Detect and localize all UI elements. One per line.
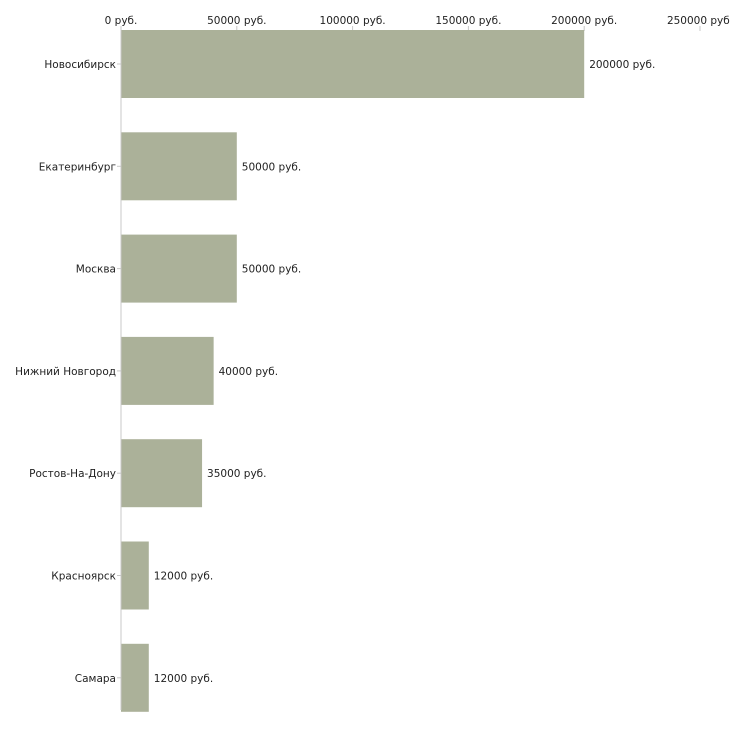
category-label: Ростов-На-Дону [29,468,116,480]
category-label: Новосибирск [44,59,116,71]
x-tick-label: 200000 руб. [551,15,617,27]
category-label: Екатеринбург [39,161,116,173]
bar [121,643,149,712]
x-tick-label: 250000 руб. [667,15,730,27]
bar [121,234,237,303]
category-label: Красноярск [51,571,116,583]
category-label: Москва [76,264,116,276]
labels: Новосибирск 200000 руб. Екатеринбург 50000 … [15,59,655,685]
value-label: 40000 руб. [219,366,278,378]
value-label: 50000 руб. [242,264,301,276]
bar [121,439,203,508]
bar [121,336,214,405]
bars [121,30,585,712]
bar [121,541,149,610]
x-tick-label: 150000 руб. [435,15,501,27]
category-label: Самара [75,673,116,685]
value-label: 12000 руб. [154,673,213,685]
x-tick-label: 50000 руб. [207,15,266,27]
bar [121,132,237,201]
value-label: 200000 руб. [589,59,655,71]
x-axis: 0 руб. 50000 руб. 100000 руб. 150000 руб. 20… [105,15,730,31]
bar [121,30,585,98]
value-label: 12000 руб. [154,571,213,583]
value-label: 50000 руб. [242,161,301,173]
x-tick-label: 100000 руб. [320,15,386,27]
category-label: Нижний Новгород [15,366,116,378]
value-label: 35000 руб. [207,468,266,480]
x-tick-label: 0 руб. [105,15,138,27]
